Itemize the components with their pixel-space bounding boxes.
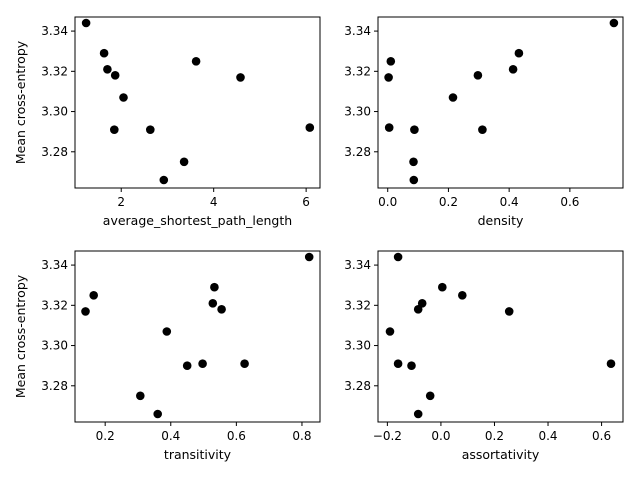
data-point: [438, 282, 447, 292]
data-point: [198, 359, 207, 369]
subplot-3: 0.2 0.4 0.6 0.8 3.28 3.30 3.32 3.34 transitivity…: [13, 250, 321, 462]
data-point: [393, 359, 403, 369]
data-point: [448, 93, 458, 102]
y-tick-label: 3.34: [344, 258, 371, 272]
x-axis-label: assortativity: [462, 447, 540, 462]
data-point: [153, 409, 162, 419]
data-point: [110, 71, 120, 80]
y-tick-label: 3.28: [344, 379, 371, 393]
data-point: [159, 175, 169, 185]
data-point: [182, 361, 192, 371]
data-point: [99, 48, 109, 58]
data-point: [119, 93, 128, 102]
x-tick-label: 0.4: [538, 429, 557, 443]
y-axis-label: Mean cross-entropy: [13, 274, 28, 398]
data-point: [508, 65, 518, 74]
y-tick-label: 3.30: [41, 339, 68, 353]
axes-frame: [377, 250, 624, 423]
data-point: [136, 391, 145, 401]
data-point: [473, 71, 483, 80]
data-point: [236, 73, 245, 82]
data-point: [413, 305, 423, 314]
data-point: [606, 359, 616, 369]
y-tick-label: 3.34: [344, 24, 371, 38]
data-point: [410, 125, 419, 134]
data-point: [162, 327, 172, 336]
axes-frame: [74, 250, 321, 423]
y-tick-label: 3.30: [41, 105, 68, 119]
data-point: [609, 18, 619, 28]
subplot-2: 0.0 0.2 0.4 0.6 3.28 3.30 3.32 3.34 density: [344, 16, 624, 228]
data-point: [210, 282, 219, 292]
x-tick-label: 0.6: [227, 429, 246, 443]
data-point: [304, 252, 314, 262]
data-point: [81, 18, 91, 28]
data-point: [81, 307, 90, 316]
data-point: [191, 57, 201, 66]
x-tick-label: 0.6: [592, 429, 611, 443]
data-point: [110, 125, 119, 134]
x-tick-label: 0.2: [96, 429, 115, 443]
subplot-4: −0.2 0.0 0.2 0.4 0.6 3.28 3.30 3.32 3.34 assortat…: [344, 250, 624, 462]
x-axis-label: average_shortest_path_length: [103, 213, 292, 228]
x-tick-label: 0.0: [431, 429, 450, 443]
x-axis-label: density: [478, 213, 524, 228]
x-tick-label: 0.4: [161, 429, 180, 443]
x-axis-label: transitivity: [164, 447, 232, 462]
y-tick-label: 3.30: [344, 339, 371, 353]
data-point: [385, 327, 395, 336]
data-point: [504, 307, 514, 316]
x-tick-label: 0.2: [439, 195, 458, 209]
y-tick-label: 3.34: [41, 24, 68, 38]
data-point: [305, 123, 315, 132]
y-tick-label: 3.28: [41, 379, 68, 393]
x-tick-label: 0.2: [485, 429, 504, 443]
x-tick-label: 0.0: [378, 195, 397, 209]
y-tick-label: 3.32: [344, 64, 371, 78]
y-tick-label: 3.32: [41, 298, 68, 312]
y-axis-label: Mean cross-entropy: [13, 40, 28, 164]
y-tick-label: 3.30: [344, 105, 371, 119]
data-point: [386, 57, 396, 66]
data-point: [103, 65, 112, 74]
x-tick-label: 0.4: [500, 195, 519, 209]
data-point: [393, 252, 403, 262]
data-point: [407, 361, 416, 371]
data-point: [425, 391, 435, 401]
axes-frame: [377, 16, 624, 189]
data-point: [384, 123, 394, 132]
data-point: [458, 291, 467, 300]
x-tick-label: −0.2: [373, 429, 402, 443]
x-tick-label: 0.6: [560, 195, 579, 209]
y-tick-label: 3.32: [41, 64, 68, 78]
axes-frame: [74, 16, 321, 189]
data-point: [217, 305, 226, 314]
y-tick-label: 3.28: [41, 145, 68, 159]
x-tick-label: 6: [302, 195, 310, 209]
data-point: [240, 359, 249, 369]
y-tick-label: 3.34: [41, 258, 68, 272]
data-point: [514, 48, 524, 58]
data-point: [208, 299, 218, 308]
y-tick-label: 3.28: [344, 145, 371, 159]
data-point: [89, 291, 98, 300]
data-point: [146, 125, 155, 134]
data-point: [179, 157, 189, 167]
x-tick-label: 0.8: [292, 429, 311, 443]
data-point: [384, 73, 393, 82]
data-point: [413, 409, 423, 419]
y-tick-label: 3.32: [344, 298, 371, 312]
x-tick-label: 2: [117, 195, 125, 209]
data-point: [409, 157, 418, 167]
data-point: [478, 125, 487, 134]
x-tick-label: 4: [210, 195, 218, 209]
subplot-1: 2 4 6 3.28 3.30 3.32 3.34 average_shortest_path…: [13, 16, 321, 228]
data-point: [409, 175, 419, 185]
